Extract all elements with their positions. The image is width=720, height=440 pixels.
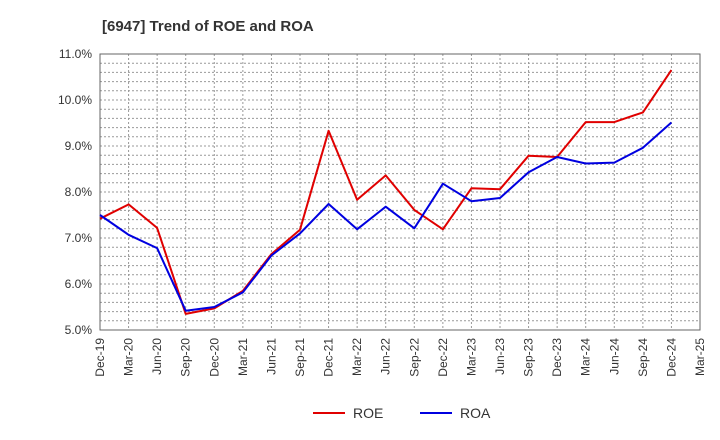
x-tick-label: Sep-21 [293, 338, 307, 377]
x-tick-label: Jun-21 [264, 338, 278, 375]
x-tick-label: Dec-19 [93, 338, 107, 377]
x-tick-label: Sep-23 [522, 338, 536, 377]
x-tick-label: Jun-24 [607, 338, 621, 375]
y-tick-label: 8.0% [65, 185, 93, 199]
legend: ROE ROA [313, 405, 491, 421]
x-tick-label: Dec-24 [664, 338, 678, 377]
y-tick-label: 11.0% [59, 47, 92, 61]
x-tick-label: Mar-25 [693, 338, 707, 376]
x-tick-label: Sep-20 [179, 338, 193, 377]
legend-label-roe: ROE [353, 405, 383, 421]
y-tick-label: 10.0% [58, 93, 92, 107]
x-tick-label: Sep-24 [636, 338, 650, 377]
x-tick-label: Jun-23 [493, 338, 507, 375]
y-tick-label: 5.0% [65, 323, 93, 337]
x-tick-label: Sep-22 [407, 338, 421, 377]
x-tick-label: Mar-21 [236, 338, 250, 376]
x-tick-label: Dec-21 [322, 338, 336, 377]
y-tick-label: 9.0% [65, 139, 93, 153]
series-line-roa [99, 121, 673, 312]
series-line-roe [99, 69, 673, 315]
x-tick-label: Dec-23 [550, 338, 564, 377]
x-tick-label: Mar-24 [579, 338, 593, 376]
legend-label-roa: ROA [460, 405, 491, 421]
x-tick-label: Dec-20 [207, 338, 221, 377]
x-tick-label: Mar-23 [464, 338, 478, 376]
x-tick-label: Mar-22 [350, 338, 364, 376]
x-tick-label: Jun-20 [150, 338, 164, 375]
x-tick-label: Dec-22 [436, 338, 450, 377]
x-tick-label: Jun-22 [379, 338, 393, 375]
y-tick-label: 6.0% [65, 277, 93, 291]
y-tick-label: 7.0% [65, 231, 93, 245]
plot-frame [99, 53, 701, 331]
x-tick-label: Mar-20 [122, 338, 136, 376]
chart-title: [6947] Trend of ROE and ROA [102, 18, 314, 35]
plot-area: 5.0% 6.0% 7.0% 8.0% 9.0% 10.0% 11.0% Dec-19 Mar-… [58, 47, 707, 377]
